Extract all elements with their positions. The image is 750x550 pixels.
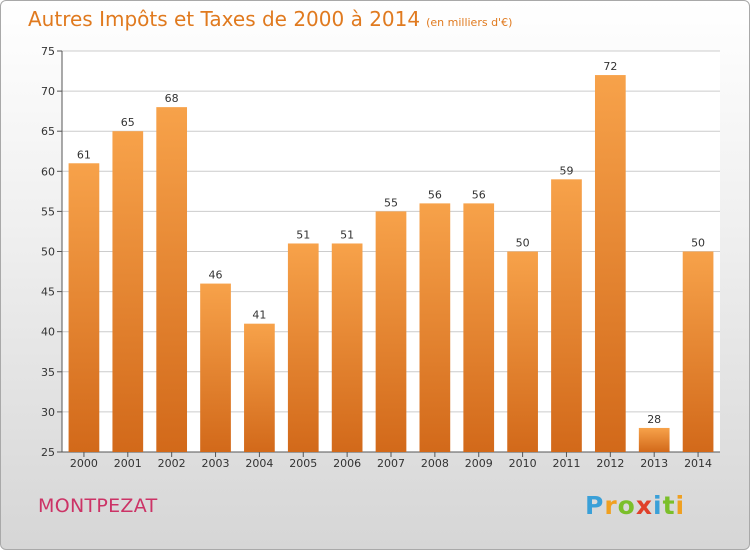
chart-title: Autres Impôts et Taxes de 2000 à 2014 (en… <box>28 7 512 31</box>
bar <box>419 203 451 452</box>
bar-value-label: 46 <box>209 269 223 282</box>
chart-unit-note: (en milliers d'€) <box>426 16 513 29</box>
bar-value-label: 59 <box>559 164 573 177</box>
x-tick-label: 2003 <box>202 457 230 470</box>
bar-value-label: 55 <box>384 196 398 209</box>
bar-value-label: 50 <box>691 237 705 250</box>
bar-value-label: 56 <box>428 188 442 201</box>
logo-letter: i <box>675 491 686 520</box>
bar <box>200 283 231 452</box>
x-tick-label: 2013 <box>640 457 668 470</box>
bar <box>463 203 495 452</box>
x-tick-label: 2011 <box>552 457 580 470</box>
y-tick-label: 30 <box>41 406 55 419</box>
logo-letter: r <box>604 491 618 520</box>
x-tick-label: 2006 <box>333 457 361 470</box>
y-tick-label: 40 <box>41 326 55 339</box>
chart-title-main: Autres Impôts et Taxes de 2000 à 2014 <box>28 7 421 31</box>
proxiti-logo: Proxiti <box>585 491 685 520</box>
bar <box>244 323 275 452</box>
y-tick-label: 70 <box>41 85 55 98</box>
bar <box>551 179 582 452</box>
x-tick-label: 2008 <box>421 457 449 470</box>
bar <box>68 163 100 452</box>
x-tick-label: 2009 <box>465 457 493 470</box>
x-tick-label: 2001 <box>114 457 142 470</box>
y-tick-label: 65 <box>41 125 55 138</box>
x-tick-label: 2007 <box>377 457 405 470</box>
bar <box>156 107 188 452</box>
x-tick-label: 2005 <box>289 457 317 470</box>
place-name: MONTPEZAT <box>38 495 158 517</box>
y-tick-label: 75 <box>41 45 55 58</box>
x-tick-label: 2014 <box>684 457 712 470</box>
y-tick-label: 55 <box>41 205 55 218</box>
bar-value-label: 68 <box>165 92 179 105</box>
bar-value-label: 65 <box>121 116 135 129</box>
bar-value-label: 41 <box>252 309 266 322</box>
bar-value-label: 61 <box>77 148 91 161</box>
bar <box>507 251 538 452</box>
y-tick-label: 60 <box>41 165 55 178</box>
bar <box>331 243 363 452</box>
bar <box>287 243 319 452</box>
x-tick-label: 2012 <box>596 457 624 470</box>
logo-letter: P <box>585 491 605 520</box>
logo-letter: x <box>635 491 653 520</box>
x-tick-label: 2010 <box>509 457 537 470</box>
x-tick-label: 2004 <box>245 457 273 470</box>
bar-value-label: 50 <box>516 237 530 250</box>
bar <box>375 211 407 452</box>
bar <box>112 131 144 452</box>
bar-value-label: 72 <box>603 60 617 73</box>
y-tick-label: 45 <box>41 286 55 299</box>
logo-letter: i <box>653 491 663 520</box>
bar <box>594 75 626 452</box>
y-tick-label: 25 <box>41 446 55 459</box>
bar-value-label: 51 <box>296 228 310 241</box>
x-tick-label: 2000 <box>70 457 98 470</box>
logo-letter: o <box>617 491 636 520</box>
bar-value-label: 51 <box>340 228 354 241</box>
y-tick-label: 35 <box>41 366 55 379</box>
logo-letter: t <box>662 491 676 520</box>
bar-value-label: 56 <box>472 188 486 201</box>
bar <box>638 427 670 452</box>
y-tick-label: 50 <box>41 246 55 259</box>
bar-value-label: 28 <box>647 413 661 426</box>
x-tick-label: 2002 <box>158 457 186 470</box>
bar <box>682 251 714 452</box>
